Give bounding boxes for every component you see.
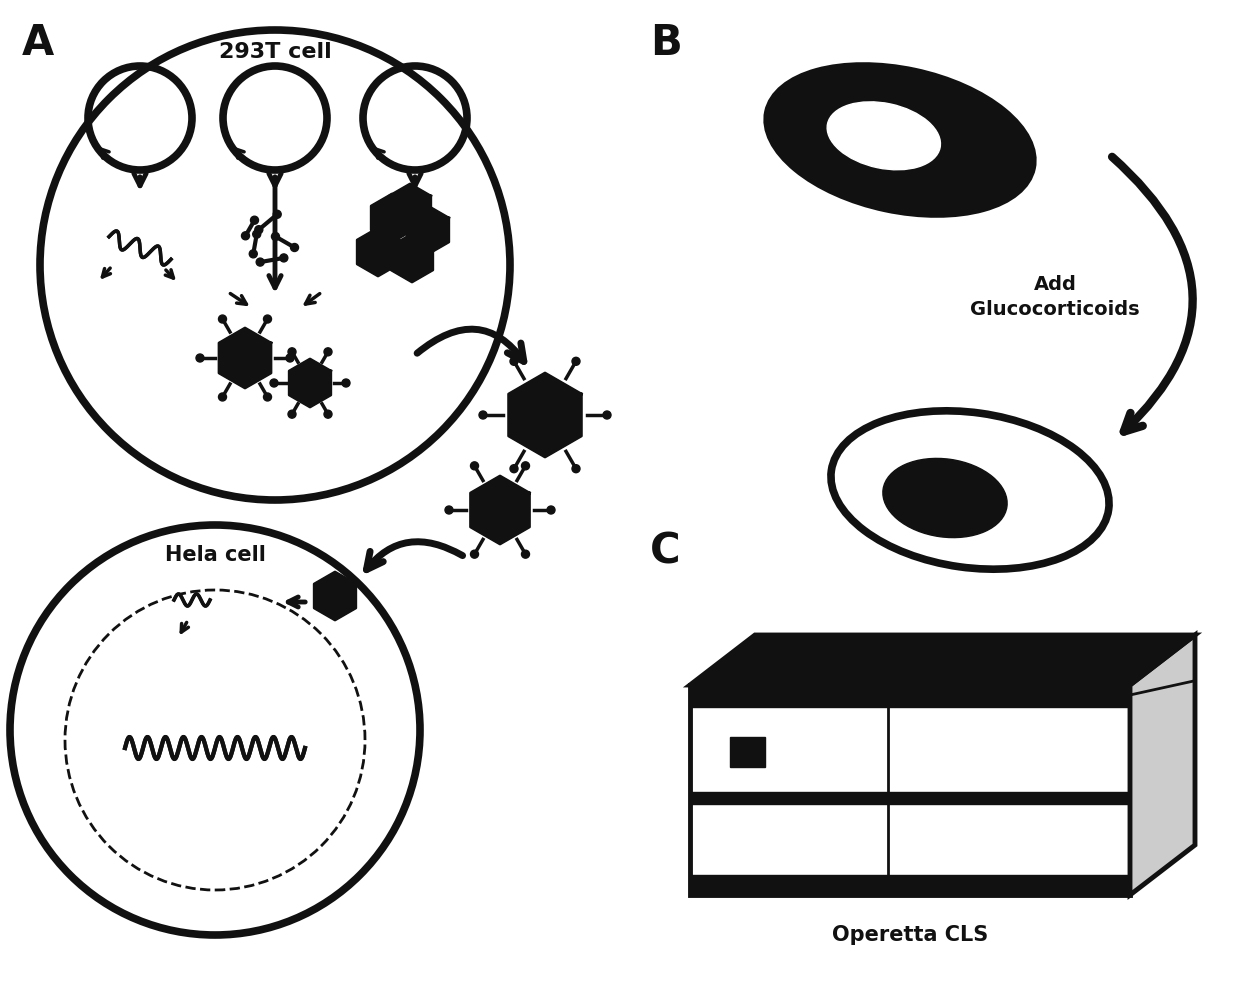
- Polygon shape: [391, 234, 433, 282]
- Circle shape: [196, 354, 205, 362]
- Circle shape: [479, 411, 487, 419]
- Circle shape: [270, 379, 278, 387]
- FancyArrowPatch shape: [367, 541, 463, 569]
- Ellipse shape: [827, 102, 940, 169]
- FancyArrowPatch shape: [1112, 157, 1193, 432]
- Circle shape: [342, 379, 350, 387]
- Circle shape: [603, 411, 611, 419]
- Circle shape: [263, 393, 272, 401]
- Circle shape: [272, 232, 279, 240]
- Polygon shape: [470, 476, 529, 544]
- Polygon shape: [314, 572, 356, 620]
- Ellipse shape: [831, 411, 1109, 569]
- Ellipse shape: [768, 66, 1033, 214]
- FancyArrowPatch shape: [417, 329, 523, 362]
- Circle shape: [522, 550, 529, 558]
- Circle shape: [249, 250, 257, 258]
- Circle shape: [547, 506, 556, 514]
- Polygon shape: [219, 328, 272, 388]
- Circle shape: [572, 465, 580, 473]
- Circle shape: [253, 230, 260, 238]
- Circle shape: [242, 231, 249, 240]
- Circle shape: [286, 354, 294, 362]
- Ellipse shape: [883, 459, 1007, 537]
- Circle shape: [288, 410, 296, 418]
- Polygon shape: [407, 206, 449, 254]
- Circle shape: [254, 225, 263, 233]
- Polygon shape: [289, 359, 331, 407]
- Text: B: B: [650, 22, 682, 64]
- Text: Operetta CLS: Operetta CLS: [832, 925, 988, 945]
- Polygon shape: [357, 228, 399, 276]
- Text: Hela cell: Hela cell: [165, 545, 265, 565]
- Polygon shape: [689, 685, 1130, 895]
- Circle shape: [263, 315, 272, 323]
- Circle shape: [288, 348, 296, 356]
- Circle shape: [218, 315, 227, 323]
- Circle shape: [445, 506, 453, 514]
- Text: C: C: [650, 530, 681, 572]
- Polygon shape: [508, 373, 582, 457]
- Polygon shape: [371, 194, 413, 242]
- Circle shape: [522, 462, 529, 470]
- Circle shape: [470, 550, 479, 558]
- Circle shape: [324, 410, 332, 418]
- Text: 293T cell: 293T cell: [218, 42, 331, 62]
- Circle shape: [218, 393, 227, 401]
- Circle shape: [290, 243, 299, 251]
- Polygon shape: [689, 875, 1130, 895]
- Polygon shape: [1130, 635, 1195, 895]
- Circle shape: [572, 357, 580, 365]
- Polygon shape: [689, 792, 1130, 804]
- Circle shape: [510, 357, 518, 365]
- Polygon shape: [689, 685, 1130, 707]
- Polygon shape: [730, 737, 765, 767]
- Polygon shape: [389, 184, 430, 232]
- Text: A: A: [22, 22, 55, 64]
- Circle shape: [280, 254, 288, 262]
- Circle shape: [324, 348, 332, 356]
- Circle shape: [273, 210, 281, 218]
- Circle shape: [257, 258, 264, 266]
- Polygon shape: [689, 635, 1195, 685]
- Circle shape: [470, 462, 479, 470]
- Circle shape: [510, 465, 518, 473]
- Circle shape: [250, 216, 258, 224]
- Text: Add
Glucocorticoids: Add Glucocorticoids: [970, 275, 1140, 319]
